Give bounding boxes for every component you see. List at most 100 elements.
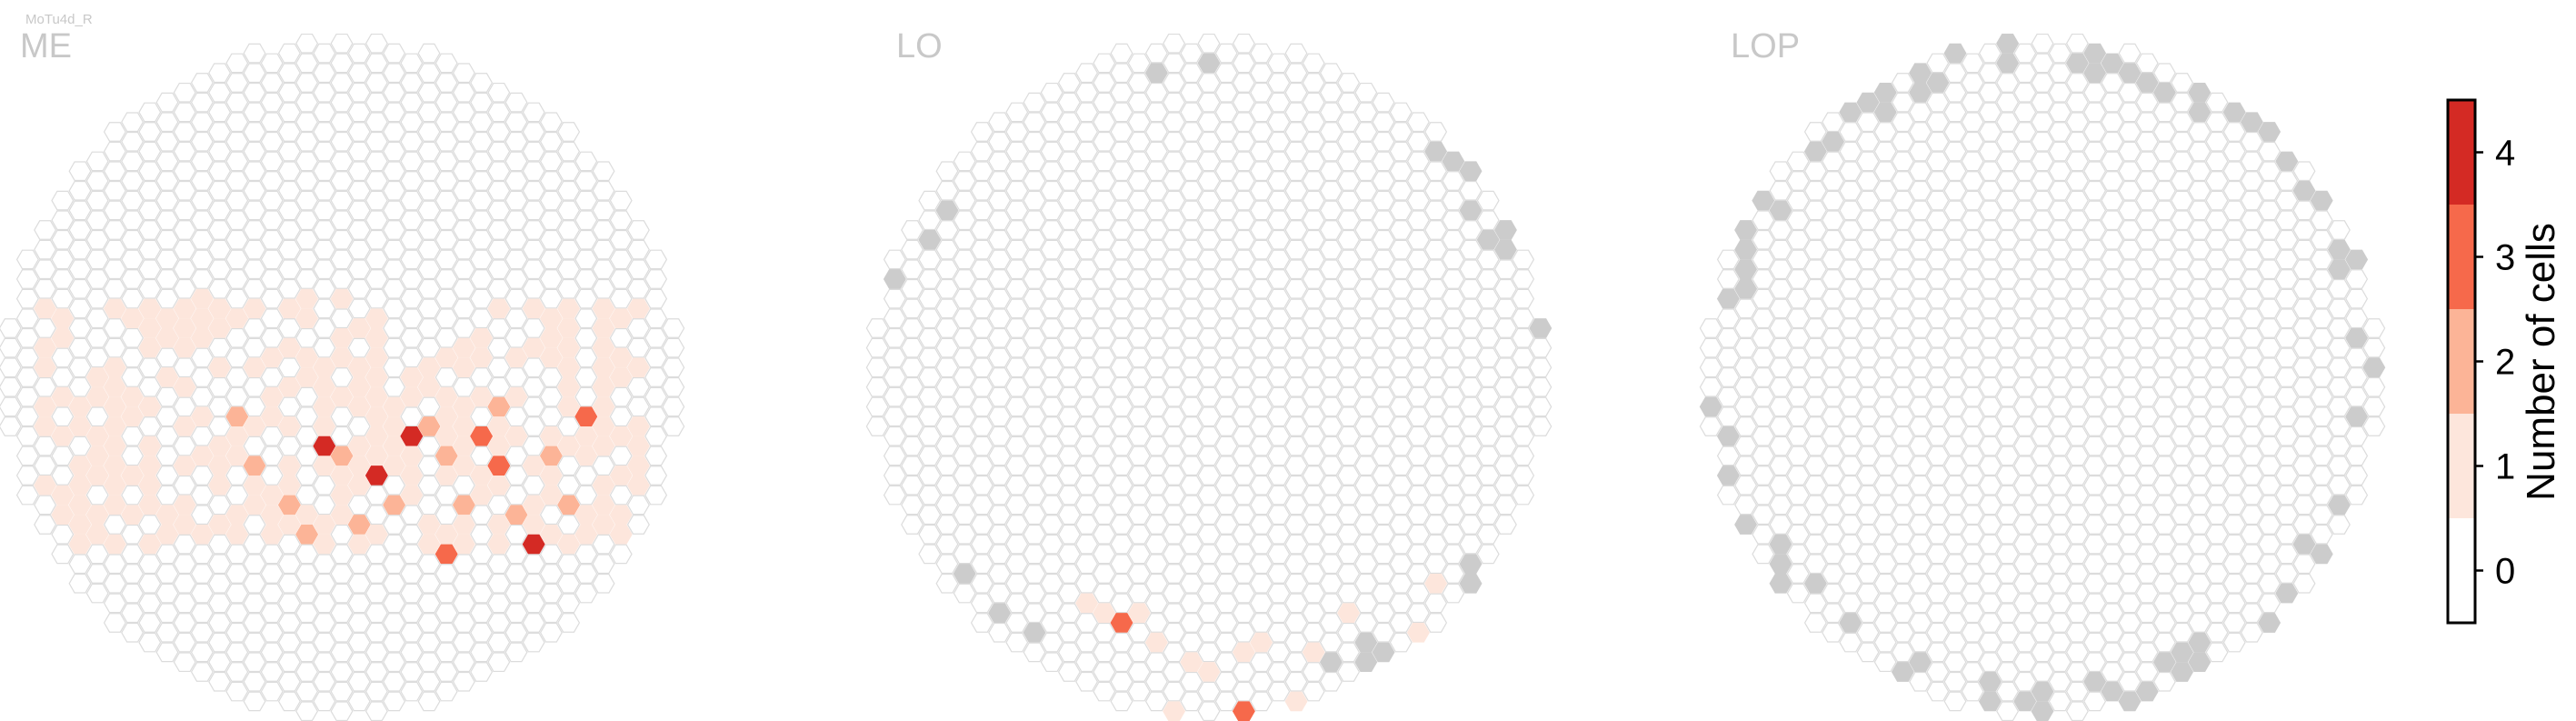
- hex-cell-empty: [1232, 564, 1255, 584]
- hex-cell-empty: [1354, 495, 1378, 516]
- hex-cell-empty: [364, 33, 388, 54]
- hex-cell-empty: [295, 190, 319, 211]
- hex-cell-empty: [2240, 583, 2263, 604]
- hex-cell-empty: [434, 288, 458, 309]
- hex-cell-count-1: [85, 466, 109, 486]
- hex-cell-empty: [935, 534, 959, 555]
- hex-cell-empty: [1786, 308, 1810, 329]
- hex-cell-empty: [1961, 229, 1984, 250]
- hex-cell-empty: [155, 92, 179, 113]
- hex-cell-empty: [1319, 671, 1343, 692]
- hex-cell-empty: [1512, 308, 1535, 329]
- hex-cell-empty: [295, 210, 319, 231]
- hex-cell-empty: [2048, 632, 2072, 653]
- hex-cell-empty: [1909, 102, 1932, 123]
- hex-cell-empty: [1354, 239, 1378, 260]
- hex-cell-count-1: [557, 396, 581, 417]
- hex-cell-empty: [626, 318, 650, 338]
- hex-cell-empty: [2048, 102, 2072, 123]
- hex-cell-empty: [1873, 161, 1897, 182]
- hex-cell-empty: [918, 190, 942, 211]
- hex-cell-empty: [1734, 357, 1758, 378]
- hex-cell-empty: [383, 200, 406, 221]
- hex-cell-empty: [883, 288, 906, 309]
- hex-cell-empty: [2292, 515, 2316, 535]
- hex-cell-empty: [260, 92, 284, 113]
- hex-cell-empty: [364, 112, 388, 133]
- hex-cell-empty: [1459, 396, 1483, 417]
- hex-cell-empty: [1337, 347, 1361, 368]
- hex-cell-empty: [2240, 505, 2263, 526]
- hex-cell-empty: [953, 544, 976, 565]
- hex-cell-empty: [2101, 642, 2124, 663]
- hex-cell-empty: [452, 63, 475, 84]
- hex-cell-empty: [1786, 583, 1810, 604]
- hex-cell-empty: [190, 367, 214, 387]
- hex-cell-missing: [2188, 652, 2212, 673]
- hex-cell-empty: [417, 396, 441, 417]
- hex-cell-empty: [313, 554, 336, 575]
- hex-cell-empty: [1214, 239, 1238, 260]
- hex-cell-empty: [1803, 593, 1827, 614]
- hex-cell-empty: [2240, 426, 2263, 446]
- hex-cell-empty: [417, 632, 441, 653]
- hex-cell-empty: [1005, 376, 1029, 397]
- hex-cell-empty: [1996, 151, 2020, 172]
- hex-cell-empty: [51, 288, 75, 309]
- hex-cell-empty: [1302, 564, 1325, 584]
- hex-cell-empty: [1127, 229, 1151, 250]
- hex-cell-empty: [68, 436, 92, 456]
- hex-cell-empty: [662, 416, 685, 436]
- hex-cell-empty: [1891, 73, 1914, 93]
- hex-cell-empty: [953, 288, 976, 309]
- hex-cell-empty: [1127, 151, 1151, 172]
- hex-cell-count-1: [68, 534, 92, 555]
- hex-cell-empty: [190, 544, 214, 565]
- hex-cell-empty: [1873, 259, 1897, 280]
- hex-cell-missing: [2345, 406, 2369, 427]
- hex-cell-empty: [1214, 318, 1238, 338]
- hex-cell-empty: [2101, 171, 2124, 191]
- hex-cell-empty: [2083, 239, 2107, 260]
- hex-cell-empty: [1093, 288, 1116, 309]
- hex-cell-empty: [1752, 485, 1775, 506]
- hex-cell-count-1: [383, 456, 406, 476]
- hex-cell-empty: [1023, 544, 1046, 565]
- hex-cell-empty: [2048, 436, 2072, 456]
- hex-cell-empty: [918, 426, 942, 446]
- hex-cell-empty: [1389, 456, 1413, 476]
- hex-cell-empty: [626, 220, 650, 240]
- hex-cell-empty: [1337, 406, 1361, 427]
- hex-cell-empty: [487, 337, 511, 358]
- hex-cell-empty: [2031, 524, 2054, 545]
- hex-cell-empty: [364, 485, 388, 506]
- hex-cell-empty: [2310, 367, 2333, 387]
- hex-cell-count-1: [364, 367, 388, 387]
- hex-cell-empty: [2013, 200, 2037, 221]
- hex-cell-missing: [1978, 671, 2002, 692]
- hex-cell-empty: [2292, 259, 2316, 280]
- hex-cell-empty: [2188, 298, 2212, 319]
- hex-cell-empty: [277, 318, 301, 338]
- hex-cell-empty: [2048, 220, 2072, 240]
- hex-cell-empty: [1337, 622, 1361, 643]
- hex-cell-empty: [2083, 102, 2107, 123]
- hex-cell-empty: [970, 573, 993, 594]
- hex-cell-count-1: [138, 456, 162, 476]
- hex-cell-missing: [1442, 151, 1465, 172]
- hex-cell-empty: [383, 475, 406, 496]
- hex-cell-empty: [1093, 92, 1116, 113]
- hex-cell-empty: [2171, 347, 2194, 368]
- hex-cell-empty: [2327, 456, 2351, 476]
- hex-cell-empty: [347, 613, 371, 633]
- hex-cell-empty: [1822, 386, 1845, 407]
- hex-cell-empty: [434, 171, 458, 191]
- hex-cell-empty: [383, 82, 406, 103]
- hex-cell-empty: [1978, 515, 2002, 535]
- hex-cell-empty: [988, 367, 1012, 387]
- hex-cell-empty: [1943, 534, 1967, 555]
- hex-cell-empty: [313, 220, 336, 240]
- hex-cell-count-1: [225, 505, 249, 526]
- hex-cell-missing: [1734, 239, 1758, 260]
- hex-cell-empty: [15, 288, 39, 309]
